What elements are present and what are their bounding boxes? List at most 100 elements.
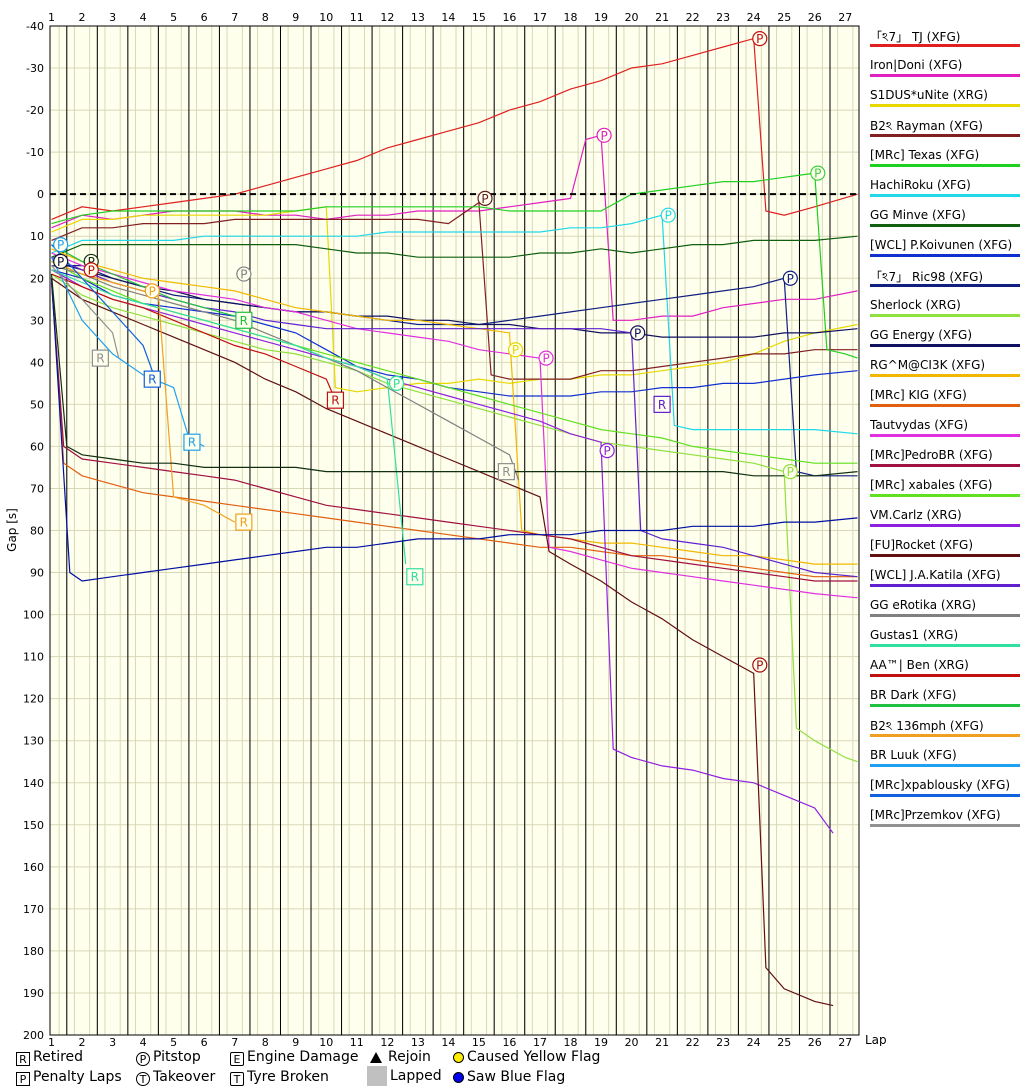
legend-driver-name: Gustas1 (XRG)	[870, 628, 959, 642]
retired-marker: R	[235, 513, 253, 531]
legend-color-line	[870, 464, 1020, 467]
x-tick-label: 10	[319, 1036, 333, 1046]
x-tick-label: 25	[777, 11, 791, 24]
legend-color-line	[870, 704, 1020, 707]
series-line	[51, 269, 407, 565]
x-tick-label: 4	[140, 11, 147, 24]
series-line	[51, 252, 858, 599]
retired-box	[326, 391, 345, 409]
legend-color-line	[870, 734, 1020, 737]
pitstop-marker: P	[599, 443, 615, 459]
legend-color-line	[870, 434, 1020, 437]
marker-label: P	[57, 255, 64, 269]
marker-label: P	[542, 352, 549, 366]
x-tick-label: 4	[140, 1036, 147, 1046]
legend-item: [MRc] Texas (XFG)	[866, 146, 1022, 176]
legend-color-line	[870, 494, 1020, 497]
x-tick-label: 26	[808, 11, 822, 24]
x-tick-label: 20	[625, 11, 639, 24]
legend-color-line	[870, 374, 1020, 377]
legend-color-line	[870, 314, 1020, 317]
key-tyre-label: Tyre Broken	[247, 1069, 329, 1085]
legend-color-line	[870, 344, 1020, 347]
retired-box	[406, 568, 424, 586]
legend-color-line	[870, 224, 1020, 227]
key-rejoin: Rejoin	[370, 1049, 431, 1065]
marker-label: P	[814, 167, 821, 181]
y-tick-label: 100	[23, 609, 44, 622]
x-tick-label: 15	[472, 11, 486, 24]
series-line	[51, 265, 858, 477]
retired-marker: R	[91, 349, 109, 367]
legend-driver-name: Sherlock (XRG)	[870, 298, 961, 312]
x-tick-label: 13	[411, 11, 425, 24]
series-line	[51, 273, 858, 763]
pitstop-circle	[596, 127, 612, 143]
legend-color-line	[870, 674, 1020, 677]
pitstop-circle	[660, 207, 676, 223]
series-lines	[50, 37, 858, 1007]
pitstop-circle	[538, 350, 554, 366]
y-tick-label: 160	[23, 861, 44, 874]
key-lapped: Lapped	[367, 1066, 442, 1086]
key-penalty: P Penalty Laps	[16, 1069, 122, 1086]
y-tick-label: 40	[30, 356, 44, 369]
legend-item: AA™| Ben (XRG)	[866, 656, 1022, 686]
retired-marker: R	[497, 463, 515, 481]
legend-color-line	[870, 104, 1020, 107]
legend-driver-name: Iron|Doni (XFG)	[870, 58, 963, 72]
series-line	[51, 269, 834, 834]
x-tick-labels-top: 1 2 3 4 5 6 7 8 9 10 11 12 13 14 15 16 17 18 19 20 21 22 23 24 2…	[48, 11, 852, 24]
marker-label: P	[634, 326, 641, 340]
pitstop-circle	[53, 237, 69, 253]
marker-label: P	[756, 32, 763, 46]
marker-label: R	[188, 436, 196, 450]
yellow-flag-icon	[453, 1052, 464, 1063]
marker-label: P	[512, 343, 519, 357]
legend-driver-name: [MRc]xpablousky (XFG)	[870, 778, 1011, 792]
retired-box	[653, 395, 671, 413]
legend-driver-name: B2ঽ Rayman (XFG)	[870, 119, 983, 133]
key-lapped-label: Lapped	[390, 1068, 442, 1084]
x-tick-labels-bottom: 1 2 3 4 5 6 7 8 9 10 11 12 13 14 15 16 17 18 19 20 21 22 23 24 2…	[48, 1036, 852, 1046]
x-tick-label: 1	[48, 1036, 55, 1046]
y-tick-label: 60	[30, 440, 44, 453]
y-tick-label: 90	[30, 567, 44, 580]
pitstop-circle	[507, 342, 524, 358]
x-tick-label: 19	[594, 11, 608, 24]
retired-icon: R	[16, 1052, 30, 1066]
legend: 「ঽ7」 TJ (XFG) Iron|Doni (XFG) S1DUS*uNite …	[866, 26, 1022, 836]
pitstop-marker: P	[782, 270, 798, 286]
legend-driver-name: B2ঽ 136mph (XFG)	[870, 719, 984, 733]
legend-item: GG Minve (XFG)	[866, 206, 1022, 236]
x-tick-label: 6	[201, 1036, 208, 1046]
x-tick-label: 14	[441, 11, 455, 24]
retired-box	[497, 463, 515, 481]
x-tick-label: 11	[350, 11, 364, 24]
key-pitstop-label: Pitstop	[153, 1049, 201, 1065]
legend-driver-name: GG eRotika (XRG)	[870, 598, 977, 612]
y-tick-label: 110	[23, 651, 44, 664]
x-tick-label: 9	[292, 11, 299, 24]
legend-driver-name: [MRc] KIG (XFG)	[870, 388, 967, 402]
legend-item: Iron|Doni (XFG)	[866, 56, 1022, 86]
retired-marker: R	[183, 433, 201, 451]
x-tick-label: 22	[686, 1036, 700, 1046]
x-tick-label: 8	[262, 11, 269, 24]
marker-label: P	[787, 465, 794, 479]
x-tick-label: 12	[380, 1036, 394, 1046]
y-tick-label: 200	[23, 1029, 44, 1042]
legend-item: [MRc]xpablousky (XFG)	[866, 776, 1022, 806]
y-tick-label: 150	[23, 819, 44, 832]
x-tick-label: 24	[747, 11, 761, 24]
legend-color-line	[870, 74, 1020, 77]
retired-box	[235, 513, 253, 531]
legend-item: [MRc]Przemkov (XFG)	[866, 806, 1022, 836]
marker-label: P	[604, 444, 611, 458]
marker-label: R	[502, 465, 510, 479]
legend-item: [FU]Rocket (XFG)	[866, 536, 1022, 566]
legend-driver-name: AA™| Ben (XRG)	[870, 658, 969, 672]
pitstop-circle	[53, 253, 69, 270]
y-tick-labels: -40 -30 -20 -10 0 10 20 30 40 50 60 70 80 90 100 110 120…	[23, 20, 44, 1042]
marker-label: P	[787, 272, 794, 286]
